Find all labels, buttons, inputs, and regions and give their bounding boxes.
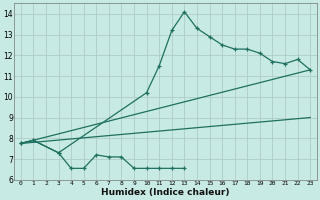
X-axis label: Humidex (Indice chaleur): Humidex (Indice chaleur)	[101, 188, 230, 197]
